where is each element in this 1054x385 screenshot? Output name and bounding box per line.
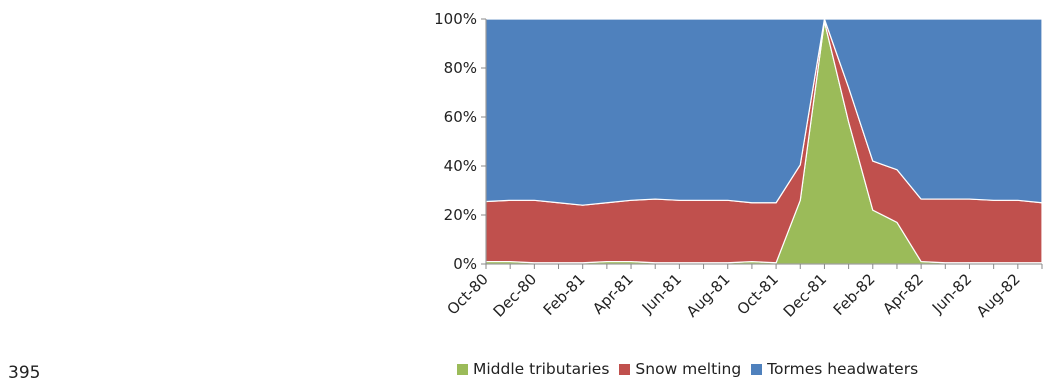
x-tick-label: Dec-80	[490, 270, 541, 321]
x-tick-label: Aug-81	[683, 270, 734, 321]
x-tick-label: Aug-82	[973, 270, 1024, 321]
x-tick-label: Jun-82	[928, 270, 975, 317]
page-number: 395	[8, 363, 41, 383]
legend-swatch-tormes-headwaters	[751, 363, 763, 375]
legend-swatch-snow-melting	[619, 363, 631, 375]
chart-legend: Middle tributaries Snow melting Tormes h…	[457, 360, 918, 378]
area-tormes-headwaters	[485, 18, 1043, 206]
x-tick-label: Oct-80	[443, 270, 491, 318]
y-tick-label: 100%	[434, 10, 477, 28]
legend-swatch-middle-tributaries	[457, 363, 468, 375]
x-tick-label: Oct-81	[734, 270, 782, 318]
legend-item-tormes-headwaters: Tormes headwaters	[751, 360, 918, 378]
legend-label-tormes-headwaters: Tormes headwaters	[767, 360, 919, 378]
x-tick-label: Apr-81	[589, 270, 637, 318]
y-tick-label: 20%	[444, 206, 477, 224]
y-tick-label: 60%	[444, 108, 477, 126]
x-tick-label: Feb-82	[830, 270, 879, 319]
legend-item-snow-melting: Snow melting	[619, 360, 741, 378]
legend-label-middle-tributaries: Middle tributaries	[473, 360, 610, 378]
x-tick-label: Apr-82	[879, 270, 927, 318]
x-tick-label: Dec-81	[780, 270, 831, 321]
y-tick-label: 40%	[444, 157, 477, 175]
legend-item-middle-tributaries: Middle tributaries	[457, 360, 609, 378]
x-tick-label: Feb-81	[540, 270, 589, 319]
legend-label-snow-melting: Snow melting	[635, 360, 742, 378]
y-tick-label: 0%	[453, 255, 477, 273]
x-tick-label: Jun-81	[638, 270, 685, 317]
y-tick-label: 80%	[444, 59, 477, 77]
